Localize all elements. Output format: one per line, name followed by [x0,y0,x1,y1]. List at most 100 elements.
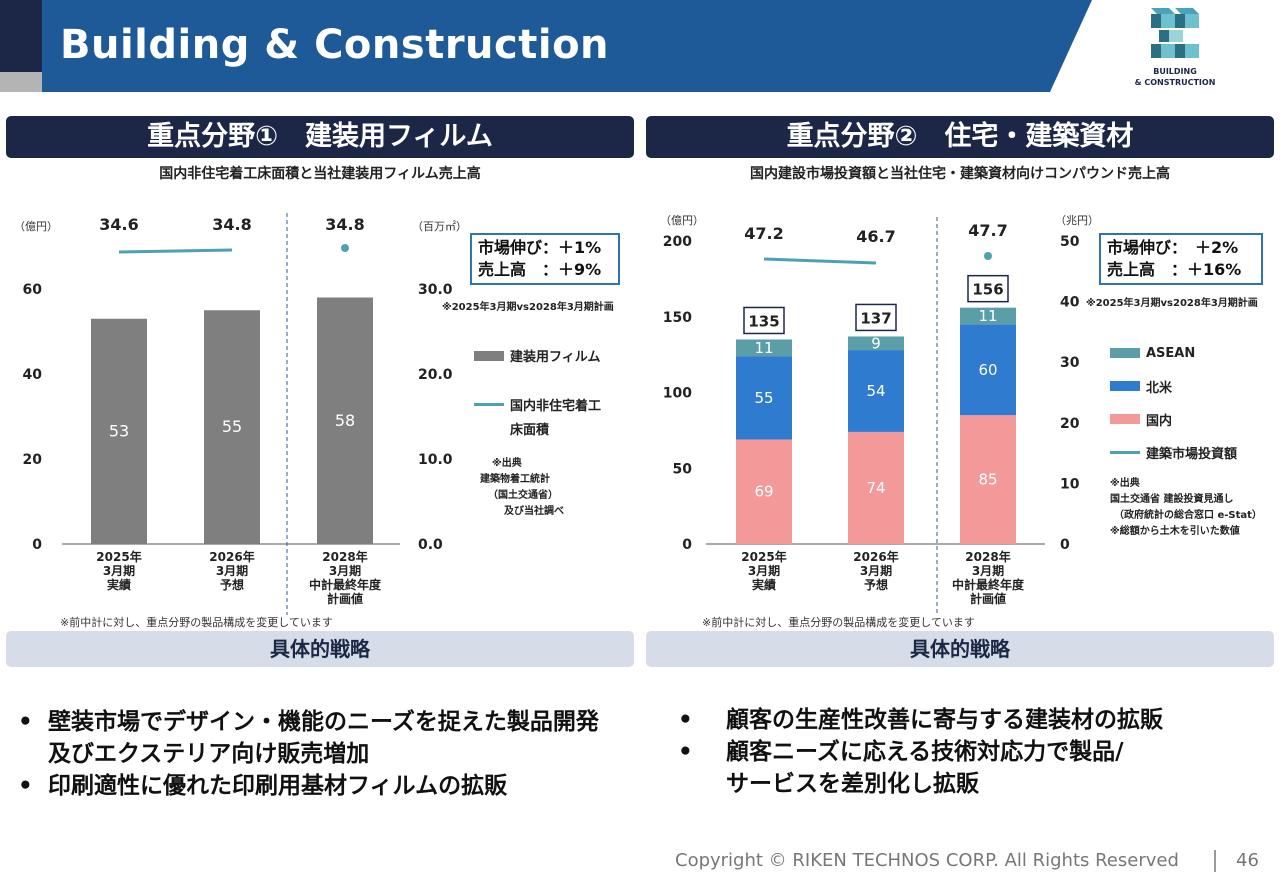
right-axis-unit: （百万㎡） [412,220,467,233]
right-chart: 0 50 100 150 200 0 10 20 30 40 50 69 55 11 135 74 54 9 137… [663,217,1080,615]
x-tick-label: 2025年 [741,549,786,564]
bar-value-label: 53 [109,421,129,440]
legend-swatch [1110,381,1140,391]
y2-tick-label: 0 [1060,537,1070,553]
legend-item-area: 国内非住宅着工 床面積 [474,395,601,443]
x-tick-label: 2028年 [965,549,1010,564]
x-tick-label: 中計最終年度 [952,577,1025,592]
list-item: 印刷適性に優れた印刷用基材フィルムの拡販 [10,770,635,802]
bar-segment [960,324,1016,416]
line-value-label: 46.7 [856,227,895,246]
line-value-label: 34.6 [99,215,138,234]
right-growth-line1: 市場伸び： ＋2% [1107,238,1239,257]
y2-tick-label: 20.0 [418,367,453,383]
total-box [855,303,897,332]
logo-text-line1: BUILDING [1153,67,1197,76]
y2-tick-label: 10.0 [418,452,453,468]
legend-label: 建装用フィルム [510,350,601,365]
legend-swatch [1110,414,1140,424]
left-chart: 0 20 40 60 0.0 10.0 20.0 30.0 53 55 58 34.6 34.8 34.8… [23,213,453,615]
right-strategy-title: 具体的戦略 [646,631,1274,667]
bar-segment [848,336,904,351]
x-tick-label: 3月期 [860,563,892,578]
x-tick-label: 計画値 [327,591,363,606]
list-item: 顧客ニーズに応える技術対応力で製品/サービスを差別化し拡販 [670,736,1270,800]
bar-segment [848,431,904,544]
right-section-title: 重点分野② 住宅・建築資材 [646,116,1274,158]
left-section-title: 重点分野① 建装用フィルム [6,116,634,158]
header-accent-dark [0,0,42,72]
header-band [42,0,1092,92]
y-tick-label: 60 [23,282,43,298]
line-point [984,252,992,260]
x-tick-label: 3月期 [748,563,780,578]
y2-tick-label: 20 [1060,416,1080,432]
total-label: 135 [748,312,779,330]
left-growth-box: 市場伸び：＋1% 売上高 ：＋9% [470,233,620,285]
segment-value-label: 11 [754,339,773,357]
legend-swatch [1110,450,1140,454]
list-item: 顧客の生産性改善に寄与する建装材の拡販 [670,704,1270,736]
series-line [763,257,877,265]
right-legend: ASEAN 北米 国内 建築市場投資額 [1110,344,1237,462]
legend-swatch [1110,348,1140,358]
total-label: 156 [972,281,1003,299]
total-label: 137 [860,309,891,327]
segment-value-label: 9 [871,334,881,352]
right-growth-note: ※2025年3月期vs2028年3月期計画 [1086,298,1258,309]
page-number: 46 [1236,850,1259,871]
total-box [967,274,1009,303]
bar [204,310,260,544]
segment-value-label: 54 [866,382,885,400]
bar-segment [960,415,1016,544]
bar-segment [736,339,792,357]
right-chart-subtitle: 国内建設市場投資額と当社住宅・建築資材向けコンパウンド売上高 [750,166,1170,182]
bar [317,297,373,544]
y2-tick-label: 30 [1060,355,1080,371]
right-strategy-list: 顧客の生産性改善に寄与する建装材の拡販 顧客ニーズに応える技術対応力で製品/サー… [670,704,1270,800]
x-tick-label: 3月期 [216,563,248,578]
logo-icon [1151,8,1199,58]
bar-value-label: 55 [222,417,242,436]
bar [91,318,147,544]
legend-label: 国内非住宅着工 床面積 [510,399,602,438]
y-tick-label: 20 [23,452,43,468]
right-growth-line2: 売上高 ：＋16% [1107,260,1242,279]
left-axis-unit: （億円） [14,220,58,233]
left-growth-line2: 売上高 ：＋9% [478,260,602,279]
x-tick-label: 実績 [752,577,776,592]
x-tick-label: 3月期 [329,563,361,578]
legend-item-film: 建装用フィルム [474,346,601,365]
legend-item-namerica: 北米 [1110,377,1237,396]
left-growth-note: ※2025年3月期vs2028年3月期計画 [442,302,614,313]
header-accent-gray [0,72,42,92]
y-tick-label: 0 [682,537,692,553]
legend-item-domestic: 国内 [1110,410,1237,429]
y-tick-label: 0 [32,537,42,553]
x-tick-label: 中計最終年度 [309,577,382,592]
logo-text-line2: & CONSTRUCTION [1134,78,1216,87]
segment-value-label: 85 [978,471,997,489]
segment-value-label: 55 [754,389,773,407]
legend-item-asean: ASEAN [1110,344,1237,362]
total-box [743,306,785,335]
x-tick-label: 2026年 [209,549,254,564]
y-tick-label: 40 [23,367,43,383]
y-tick-label: 150 [663,310,692,326]
bar-value-label: 58 [335,411,355,430]
bar-segment [848,350,904,432]
legend-swatch [474,350,504,361]
left-legend: 建装用フィルム 国内非住宅着工 床面積 [474,346,601,443]
segment-value-label: 60 [978,361,997,379]
left-chart-subtitle: 国内非住宅着工床面積と当社建装用フィルム売上高 [159,166,481,182]
left-footnote: ※前中計に対し、重点分野の製品構成を変更しています [60,616,333,629]
line-value-label: 47.7 [968,221,1007,240]
y2-tick-label: 10 [1060,476,1080,492]
right-growth-box: 市場伸び： ＋2% 売上高 ：＋16% [1099,233,1263,285]
line-value-label: 47.2 [744,224,783,243]
x-tick-label: 2026年 [853,549,898,564]
bar-segment [960,307,1016,325]
y-tick-label: 100 [663,386,692,402]
segment-value-label: 11 [978,307,997,325]
